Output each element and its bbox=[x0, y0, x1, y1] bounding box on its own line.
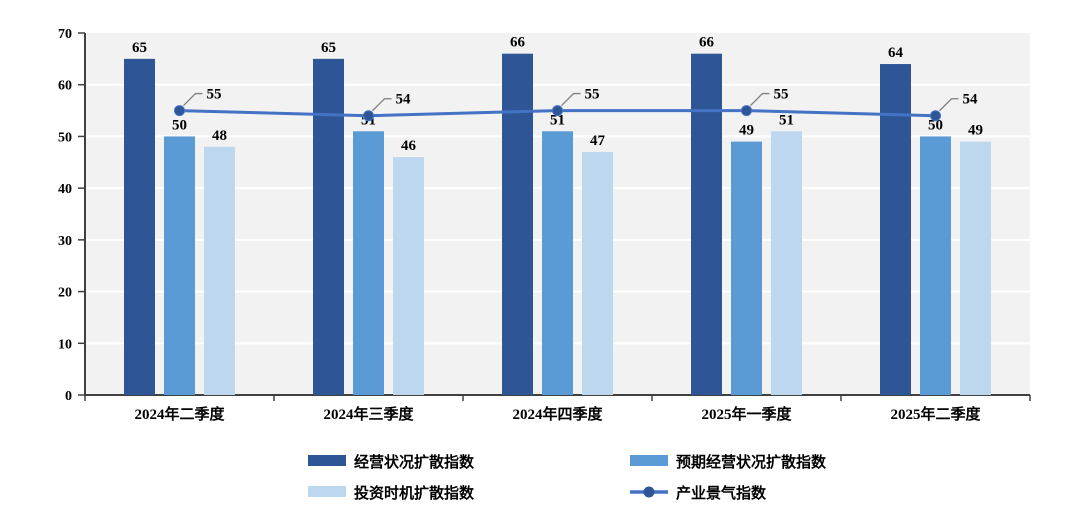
y-axis-label: 30 bbox=[58, 234, 72, 249]
bar bbox=[393, 157, 424, 395]
bar bbox=[960, 141, 991, 395]
y-axis-label: 60 bbox=[58, 79, 72, 94]
bar-value-label: 46 bbox=[401, 138, 417, 154]
bar-value-label: 51 bbox=[550, 112, 565, 128]
y-axis-label: 10 bbox=[58, 337, 72, 352]
line-value-label: 55 bbox=[585, 87, 600, 103]
bar-value-label: 49 bbox=[968, 123, 983, 139]
line-value-label: 54 bbox=[963, 92, 979, 108]
bar-value-label: 64 bbox=[888, 45, 904, 61]
line-label-leader bbox=[372, 98, 392, 112]
legend-swatch bbox=[308, 455, 346, 466]
line-value-label: 55 bbox=[774, 87, 789, 103]
y-axis-label: 50 bbox=[58, 130, 72, 145]
x-axis-label: 2024年三季度 bbox=[323, 405, 414, 423]
x-axis-label: 2025年一季度 bbox=[701, 405, 792, 423]
bar bbox=[124, 58, 155, 395]
y-axis-label: 70 bbox=[58, 27, 72, 42]
bar-value-label: 50 bbox=[928, 117, 943, 133]
bar bbox=[691, 53, 722, 395]
bar-value-label: 65 bbox=[321, 40, 336, 56]
bar bbox=[542, 131, 573, 395]
y-axis-label: 0 bbox=[65, 389, 72, 404]
legend-swatch bbox=[630, 455, 668, 466]
bar bbox=[582, 151, 613, 395]
bar bbox=[880, 64, 911, 396]
line-point bbox=[741, 105, 752, 117]
line-label-leader bbox=[750, 92, 770, 107]
x-axis-label: 2024年二季度 bbox=[134, 405, 225, 423]
bar bbox=[353, 131, 384, 395]
bar-value-label: 51 bbox=[779, 112, 794, 128]
legend-label: 经营状况扩散指数 bbox=[354, 453, 475, 471]
legend-line-marker bbox=[643, 486, 655, 498]
line-label-leader bbox=[183, 92, 203, 107]
bar-value-label: 50 bbox=[172, 117, 187, 133]
legend-label: 投资时机扩散指数 bbox=[354, 484, 475, 502]
x-axis-label: 2024年四季度 bbox=[512, 405, 603, 423]
bar-value-label: 48 bbox=[212, 128, 227, 144]
legend-swatch bbox=[308, 486, 346, 497]
line-point bbox=[363, 110, 374, 122]
line-value-label: 55 bbox=[207, 87, 222, 103]
bar bbox=[920, 136, 951, 395]
bar bbox=[313, 58, 344, 395]
line-point bbox=[552, 105, 563, 117]
line-label-leader bbox=[561, 92, 581, 107]
line-point bbox=[174, 105, 185, 117]
bar-value-label: 66 bbox=[699, 35, 715, 51]
bar bbox=[164, 136, 195, 395]
bar bbox=[731, 141, 762, 395]
y-axis-label: 20 bbox=[58, 286, 72, 301]
bar bbox=[204, 146, 235, 395]
bar-value-label: 66 bbox=[510, 35, 526, 51]
bar bbox=[771, 131, 802, 395]
bar bbox=[502, 53, 533, 395]
bar-value-label: 47 bbox=[590, 133, 606, 149]
line-value-label: 54 bbox=[396, 92, 412, 108]
bar-value-label: 65 bbox=[132, 40, 147, 56]
line-label-leader bbox=[939, 98, 959, 112]
x-axis-label: 2025年二季度 bbox=[890, 405, 981, 423]
legend-label: 产业景气指数 bbox=[676, 484, 767, 502]
legend-label: 预期经营状况扩散指数 bbox=[676, 453, 827, 471]
bar-value-label: 49 bbox=[739, 123, 754, 139]
line-point bbox=[930, 110, 941, 122]
y-axis-label: 40 bbox=[58, 182, 72, 197]
